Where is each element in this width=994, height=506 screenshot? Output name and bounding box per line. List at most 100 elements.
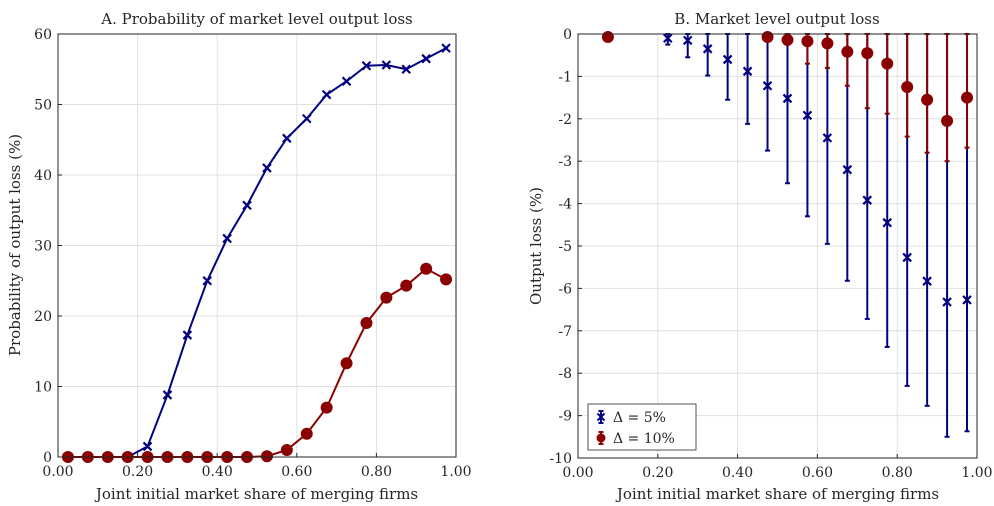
panel-b-y-axis-label: Output loss (%) — [527, 187, 545, 305]
panel-a-title: A. Probability of market level output lo… — [100, 10, 413, 28]
panel-a-x-tick-label: 0.40 — [202, 464, 233, 480]
legend-marker-delta-5 — [596, 410, 606, 424]
panel-a-series-1-point — [300, 427, 313, 440]
panel-a-series-0-point — [321, 89, 332, 100]
panel-b-series-1-point — [761, 30, 774, 43]
panel-b-legend: Δ = 5% Δ = 10% — [587, 403, 697, 451]
legend-marker-delta-10 — [596, 431, 606, 445]
panel-a-y-tick-label: 10 — [34, 380, 52, 396]
panel-b-series-0-point — [822, 133, 833, 143]
panel-a-series-1-point — [320, 401, 333, 414]
panel-b-y-tick-label: -8 — [558, 366, 572, 382]
panel-a-y-tick-label: 40 — [34, 168, 52, 184]
panel-b-series-1-point — [901, 81, 914, 93]
panel-b-title: B. Market level output loss — [674, 10, 879, 28]
panel-a-x-tick-label: 1.00 — [440, 464, 471, 480]
legend-label-delta-10: Δ = 10% — [613, 431, 675, 447]
panel-a-series-0-point — [421, 53, 431, 64]
panel-a-y-tick-label: 0 — [43, 450, 52, 466]
panel-a-series-0-point — [282, 133, 292, 144]
panel-a-chart: 0.00 0.20 0.40 0.60 0.80 1.00 0 10 20 30 40 50 60 A.… — [6, 10, 472, 503]
panel-a-series-0-point — [301, 113, 312, 124]
panel-a-ticks: 0.00 0.20 0.40 0.60 0.80 1.00 0 10 20 30 40 50 60 — [34, 27, 471, 480]
panel-a-series-1-point — [360, 317, 373, 330]
panel-b-y-tick-label: -10 — [549, 451, 572, 467]
panel-a-series-0-point — [162, 390, 173, 400]
panel-b-x-tick-label: 0.60 — [802, 465, 833, 481]
panel-b-series-1-point — [921, 93, 934, 106]
panel-b-y-tick-label: -9 — [558, 409, 572, 425]
panel-b-y-tick-label: -4 — [558, 197, 572, 213]
panel-b-y-tick-label: -7 — [558, 324, 572, 340]
panel-b-x-tick-label: 0.80 — [882, 465, 913, 481]
panel-b-series-0-point — [882, 217, 893, 228]
panel-a-series-0-point — [401, 64, 412, 75]
panel-a-x-tick-label: 0.20 — [122, 464, 153, 480]
panel-b-ticks: 0.00 0.20 0.40 0.60 0.80 1.00 0 -1 -2 -3 -4 -5 -6 -7 -… — [549, 27, 992, 481]
panel-a-x-axis-label: Joint initial market share of merging fi… — [94, 485, 418, 503]
panel-b-series-1-point — [821, 37, 834, 50]
panel-b-x-tick-label: 1.00 — [961, 465, 992, 481]
panel-b-series-1-point — [841, 45, 854, 58]
panel-b-y-tick-label: -2 — [558, 112, 572, 128]
panel-b-series-0-point — [842, 164, 853, 175]
panel-b-x-tick-label: 0.40 — [722, 465, 753, 481]
panel-b-series-1-point — [961, 91, 974, 104]
panel-b-series-0-point — [862, 195, 873, 205]
panel-b-x-axis-label: Joint initial market share of merging fi… — [615, 485, 939, 503]
panel-a-x-tick-label: 0.00 — [42, 464, 73, 480]
panel-b-series-1-point — [881, 57, 894, 70]
panel-b-series-0-point — [762, 80, 773, 91]
panel-a-y-tick-label: 60 — [34, 27, 52, 43]
panel-b-series-0-point — [682, 35, 693, 46]
panel-a-series-1-point — [420, 262, 433, 275]
panel-b-x-tick-label: 0.00 — [562, 465, 593, 481]
panel-a-x-tick-label: 0.60 — [281, 464, 312, 480]
legend-box — [587, 403, 697, 451]
panel-a-series-0-point — [202, 275, 213, 286]
panel-b-series-0-point — [962, 295, 972, 305]
panel-b-series-0-point — [742, 66, 753, 77]
panel-a-series-1-point — [380, 291, 393, 304]
panel-a-y-axis-label: Probability of output loss (%) — [6, 134, 24, 356]
legend-label-delta-5: Δ = 5% — [613, 410, 666, 426]
panel-b-y-tick-label: 0 — [563, 27, 572, 43]
panel-b-chart: 0.00 0.20 0.40 0.60 0.80 1.00 0 -1 -2 -3 -4 -5 -6 -7 -… — [527, 10, 993, 503]
panel-b-series-1-point — [601, 30, 614, 43]
panel-a-x-tick-label: 0.80 — [361, 464, 392, 480]
panel-b-y-tick-label: -6 — [558, 281, 572, 297]
panel-b-x-tick-label: 0.20 — [642, 465, 673, 481]
panel-b-y-tick-label: -1 — [558, 69, 572, 85]
panel-b-series-1-point — [861, 47, 874, 60]
panel-a-series-0-point — [242, 200, 252, 211]
panel-a-y-tick-label: 30 — [34, 239, 52, 255]
panel-a-series-0-point — [361, 60, 372, 71]
panel-a-series-0-point — [142, 441, 153, 452]
panel-b-y-tick-label: -3 — [558, 154, 572, 170]
panel-b-series-0-point — [942, 297, 952, 307]
panel-b-series-1-point — [941, 114, 954, 127]
panel-a-series-0-point — [182, 330, 193, 340]
panel-a-series-1-point — [340, 357, 353, 370]
panel-a-grid — [57, 33, 457, 458]
panel-a-series-1-point — [280, 443, 293, 456]
panel-b-series-0-point — [802, 110, 813, 121]
panel-a-series-0-point — [262, 163, 272, 173]
panel-b-series-0-point — [722, 54, 733, 65]
panel-a-series-0-point — [381, 60, 392, 70]
panel-a-y-tick-label: 20 — [34, 309, 52, 325]
panel-b-series-0-point — [662, 33, 673, 44]
panel-b-series-0-point — [702, 44, 713, 54]
panel-a-series-0-point — [341, 76, 352, 87]
panel-b-series-0-point — [902, 252, 912, 263]
panel-a-y-tick-label: 50 — [34, 98, 52, 114]
panel-b-y-tick-label: -5 — [558, 239, 572, 255]
panel-b-series-0-point — [922, 276, 932, 286]
panel-a-series-1-point — [260, 450, 273, 463]
panel-b-series-1-point — [781, 33, 794, 46]
panel-a-series-0-point — [222, 233, 232, 244]
panel-b-series-0-point — [782, 93, 793, 104]
panel-a-series-1-point — [440, 273, 453, 286]
panel-a-series-1-point — [400, 279, 413, 292]
